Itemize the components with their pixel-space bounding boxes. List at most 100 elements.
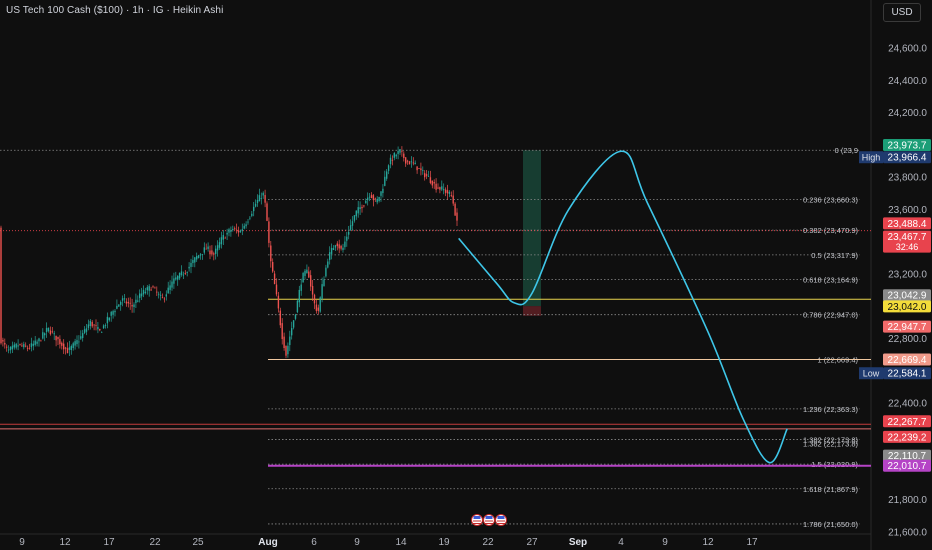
candle-body	[399, 148, 401, 153]
candle-body	[420, 168, 422, 171]
candle-body	[365, 200, 367, 204]
candle-body	[253, 206, 255, 212]
candle-body	[175, 277, 177, 280]
x-tick-label: 17	[103, 537, 115, 548]
candle-body	[78, 341, 80, 343]
candle-body	[184, 273, 186, 274]
candle-body	[378, 196, 380, 202]
price-badge	[883, 300, 931, 313]
position-stop-zone[interactable]	[523, 306, 541, 316]
candle-body	[433, 181, 435, 184]
candle-body	[114, 310, 116, 313]
price-badge-label: 22,669.4	[888, 355, 927, 366]
candle-body	[139, 293, 141, 298]
candle-body	[376, 199, 378, 203]
candle-body	[317, 307, 319, 311]
candle-body	[85, 328, 88, 332]
price-tag-label: Low	[863, 369, 880, 379]
candle-body	[64, 347, 67, 349]
candle-body	[342, 247, 344, 251]
candle-body	[127, 301, 129, 304]
candle-body	[152, 286, 154, 288]
candle-body	[334, 245, 337, 248]
candle-body	[11, 345, 14, 350]
x-tick-label: 25	[192, 537, 204, 548]
position-target-zone[interactable]	[523, 150, 541, 307]
candle-body	[144, 291, 147, 294]
candle-body	[294, 314, 297, 319]
candle-body	[346, 236, 348, 241]
candle-body	[348, 231, 350, 235]
candle-body	[23, 344, 25, 348]
candle-body	[368, 196, 371, 198]
price-badge	[883, 217, 931, 230]
candle-body	[137, 300, 139, 302]
candle-body	[226, 232, 228, 235]
candle-body	[110, 311, 112, 316]
candle-body	[68, 347, 71, 350]
candle-body	[454, 203, 456, 216]
candle-body	[80, 336, 82, 339]
candle-body	[437, 187, 439, 189]
price-badge-label: 22,110.7	[888, 451, 927, 462]
candle-body	[140, 293, 143, 297]
price-tag-label: High	[862, 153, 881, 163]
currency-button[interactable]: USD	[883, 3, 921, 22]
candle-body	[163, 298, 166, 300]
x-tick-label: 27	[526, 537, 538, 548]
candle-body	[302, 272, 304, 283]
candle-body	[209, 250, 211, 255]
candle-body	[34, 340, 36, 345]
candle-body	[262, 192, 264, 196]
candle-body	[186, 271, 188, 273]
candle-body	[165, 294, 167, 297]
candle-body	[292, 320, 295, 328]
candle-body	[55, 335, 57, 341]
candle-body	[220, 237, 223, 245]
candle-body	[446, 190, 449, 194]
candle-body	[53, 333, 55, 335]
x-tick-label: 6	[311, 537, 317, 548]
candle-body	[156, 291, 158, 293]
candle-body	[49, 330, 52, 335]
candle-body	[26, 347, 29, 349]
projection-path[interactable]	[458, 150, 788, 464]
candle-body	[222, 235, 224, 240]
candle-body	[340, 245, 342, 249]
candle-body	[201, 253, 204, 255]
candle-body	[230, 230, 232, 232]
candle-body	[367, 197, 369, 201]
candle-body	[30, 343, 33, 348]
x-tick-label: Sep	[569, 537, 587, 548]
price-badge	[883, 151, 931, 164]
candle-body	[291, 328, 293, 336]
y-tick-label: 24,200.0	[888, 108, 927, 119]
price-badge	[883, 449, 931, 462]
candle-body	[321, 284, 323, 299]
candle-body	[218, 242, 221, 248]
candle-body	[25, 345, 27, 347]
candle-body	[87, 324, 90, 328]
candle-body	[4, 342, 6, 345]
candle-body	[325, 267, 327, 277]
candle-body	[386, 171, 388, 179]
fib-level-label-overlap: 1.382 (22,173.8)	[803, 439, 859, 448]
candle-body	[425, 174, 428, 176]
candle-body	[158, 293, 160, 295]
price-badge	[883, 430, 931, 443]
x-tick-label: 17	[746, 537, 758, 548]
candle-body	[150, 289, 152, 291]
fib-level-label: 0.236 (23,660.3)	[803, 196, 859, 205]
candle-body	[182, 274, 185, 276]
chart-title: US Tech 100 Cash ($100) · 1h · IG · Heik…	[6, 5, 224, 16]
fib-level-label: 1.5 (22,020.9)	[811, 460, 858, 469]
candle-body	[363, 205, 365, 207]
candle-body	[28, 347, 31, 349]
candle-body	[349, 225, 352, 230]
us-flag-icon-canton	[485, 516, 493, 519]
candle-body	[97, 326, 99, 330]
y-tick-label: 23,200.0	[888, 269, 927, 280]
candle-body	[203, 247, 205, 253]
